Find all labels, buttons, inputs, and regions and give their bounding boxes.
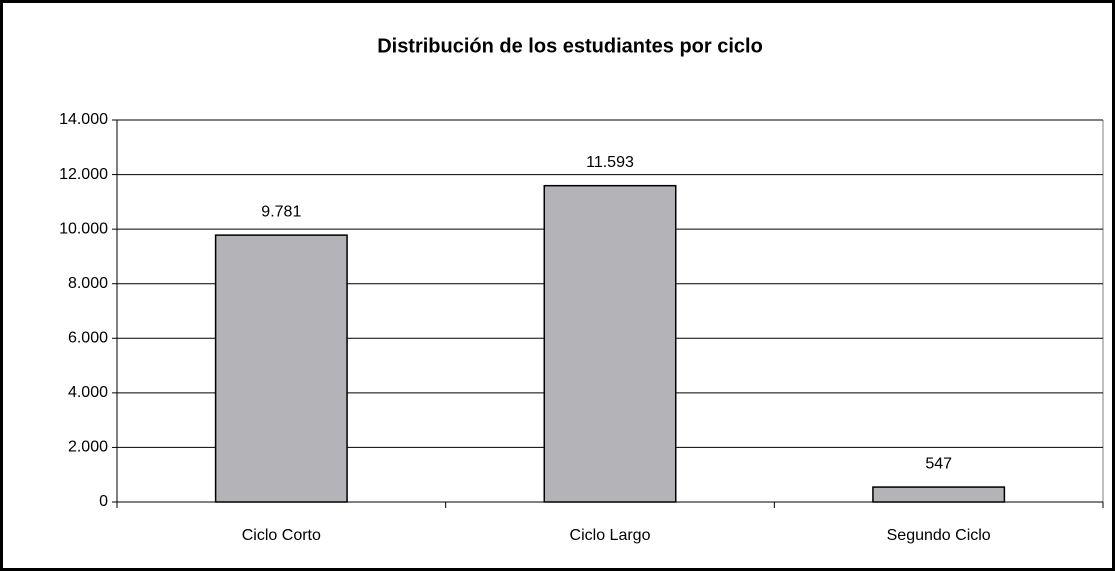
value-label: 11.593 <box>586 154 634 171</box>
chart-title: Distribución de los estudiantes por cicl… <box>377 35 763 57</box>
y-tick-label: 10.000 <box>59 220 108 237</box>
y-tick-label: 4.000 <box>68 384 108 401</box>
x-tick-label: Ciclo Largo <box>570 527 651 544</box>
y-tick-label: 14.000 <box>59 111 108 128</box>
x-tick-label: Segundo Ciclo <box>887 527 991 544</box>
y-tick-label: 8.000 <box>68 275 108 292</box>
bar <box>872 486 1006 503</box>
value-label: 9.781 <box>261 203 301 220</box>
y-tick-label: 6.000 <box>68 330 108 347</box>
value-label: 547 <box>925 455 952 472</box>
x-tick-label: Ciclo Corto <box>242 527 321 544</box>
bar <box>214 234 348 503</box>
y-tick-label: 0 <box>99 493 108 510</box>
y-tick-label: 2.000 <box>68 439 108 456</box>
bar <box>543 184 677 503</box>
y-tick-label: 12.000 <box>59 166 108 183</box>
